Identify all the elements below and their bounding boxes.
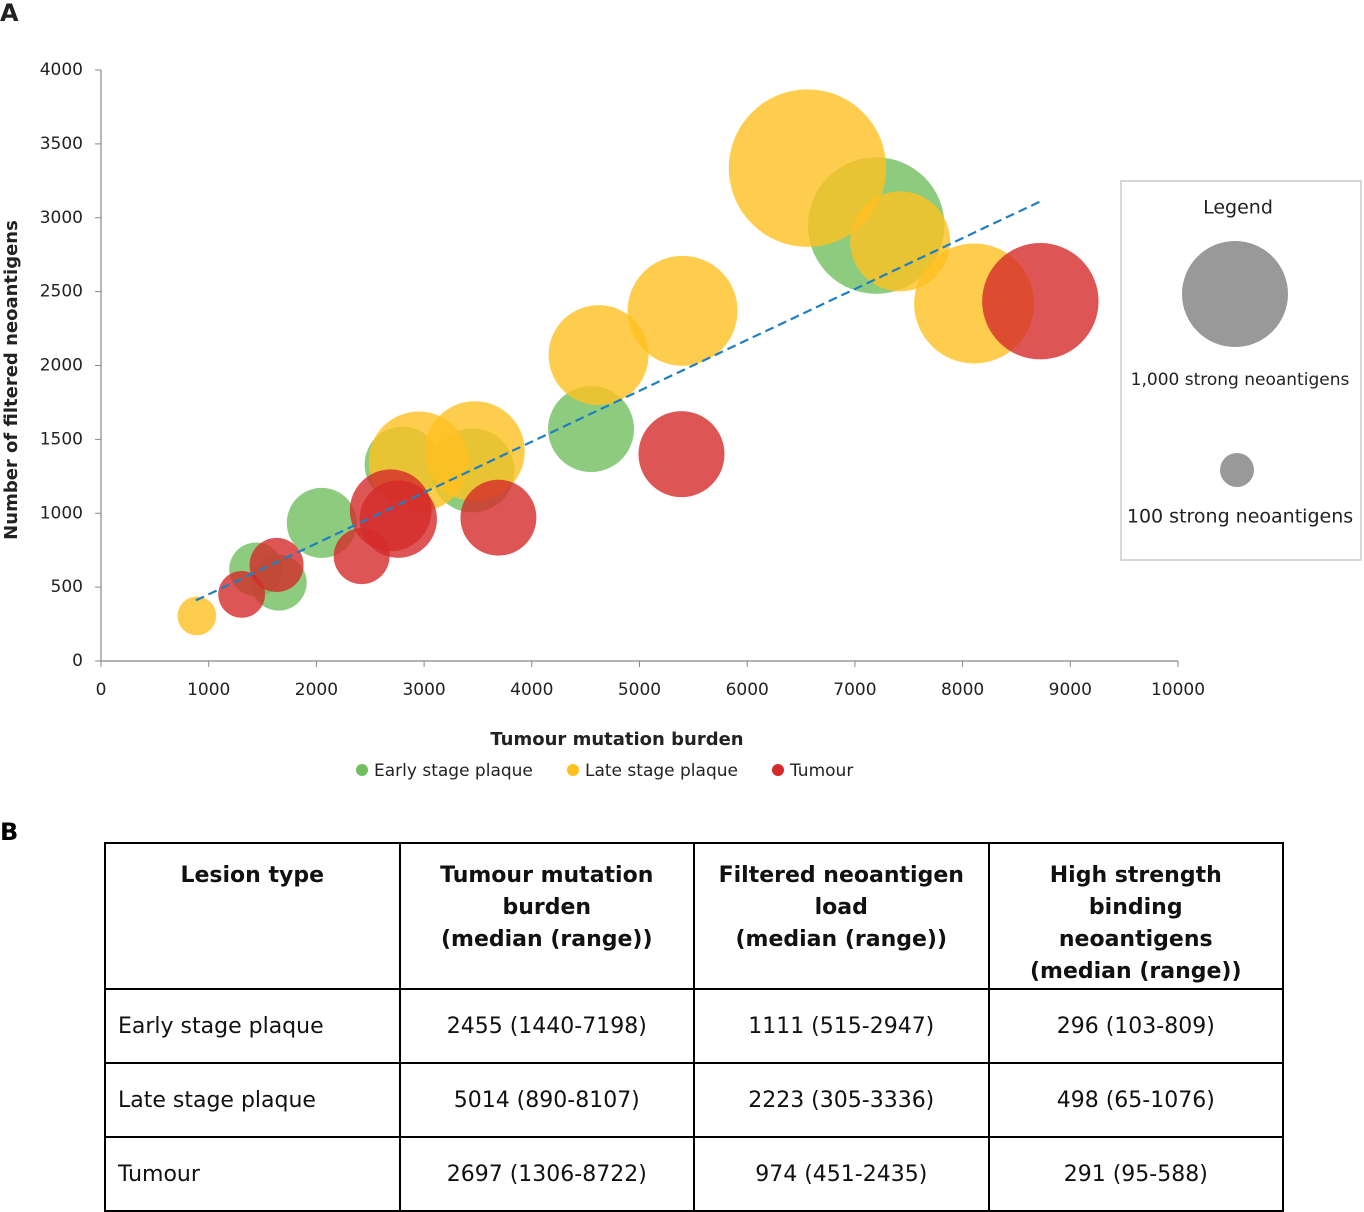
x-tick-label: 9000: [1049, 680, 1092, 700]
table-cell: 2455 (1440-7198): [398, 988, 695, 1064]
table-row: Tumour 2697 (1306-8722) 974 (451-2435) 291 …: [104, 1136, 1284, 1212]
y-tick-label: 500: [51, 577, 83, 597]
bubble: [982, 243, 1099, 360]
header-cell: Lesion type: [104, 842, 401, 990]
size-legend-circle: [1182, 241, 1288, 347]
bubble: [424, 401, 525, 502]
x-tick-label: 4000: [510, 680, 553, 700]
table-cell: Early stage plaque: [104, 988, 401, 1064]
chart: A Tumour mutation burden Number of filte…: [0, 0, 1362, 781]
bubble: [548, 305, 649, 406]
x-tick-label: 7000: [833, 680, 876, 700]
header-line: Lesion type: [180, 863, 325, 888]
bubble: [460, 479, 537, 556]
bubble: [638, 411, 725, 498]
bubble: [728, 89, 887, 247]
header-cell: Filtered neoantigen load (median (range)): [693, 842, 990, 990]
header-cell: High strength binding neoantigens (median …: [987, 842, 1284, 990]
legend-marker: [772, 764, 784, 776]
x-tick-label: 5000: [618, 680, 661, 700]
y-tick-label: 4000: [40, 60, 83, 80]
x-tick-label: 2000: [295, 680, 338, 700]
panel-label: A: [0, 0, 19, 27]
table-cell: Late stage plaque: [104, 1062, 401, 1138]
header-row: Lesion type Tumour mutation burden (median …: [104, 842, 1284, 990]
x-tick-label: 0: [96, 680, 107, 700]
legend-label: Late stage plaque: [585, 761, 738, 781]
x-tick-label: 10000: [1151, 680, 1205, 700]
x-tick-label: 1000: [187, 680, 230, 700]
header-line: Filtered neoantigen load: [718, 863, 964, 920]
panel-label: B: [0, 818, 19, 846]
bubble: [249, 537, 304, 593]
legend-label: Tumour: [789, 761, 853, 781]
table-cell: 5014 (890-8107): [398, 1062, 695, 1138]
table-cell: 1111 (515-2947): [693, 988, 990, 1064]
table-cell: 291 (95-588): [987, 1136, 1284, 1212]
bubble: [548, 386, 635, 473]
size-legend-circle: [1220, 453, 1254, 487]
header-line: Tumour mutation: [440, 863, 654, 888]
bubble: [627, 255, 738, 366]
legend-marker: [356, 764, 368, 776]
size-legend-label: 100 strong neoantigens: [1127, 506, 1353, 528]
size-legend-title: Legend: [1203, 197, 1273, 219]
header-line: burden: [502, 895, 592, 920]
table-cell: 2697 (1306-8722): [398, 1136, 695, 1212]
x-tick-label: 3000: [402, 680, 445, 700]
table-cell: 498 (65-1076): [987, 1062, 1284, 1138]
table-cell: 974 (451-2435): [693, 1136, 990, 1212]
legend-label: Early stage plaque: [374, 761, 533, 781]
table-cell: 2223 (305-3336): [693, 1062, 990, 1138]
size-legend-label: 1,000 strong neoantigens: [1131, 370, 1350, 390]
table-cell: Tumour: [104, 1136, 401, 1212]
x-axis-title: Tumour mutation burden: [490, 729, 743, 750]
header-line: neoantigens: [1058, 927, 1213, 952]
y-tick-label: 3000: [40, 208, 83, 228]
y-tick-label: 1500: [40, 429, 83, 449]
y-tick-label: 1000: [40, 503, 83, 523]
table-row: Late stage plaque 5014 (890-8107) 2223 (30…: [104, 1062, 1284, 1138]
table-cell: 296 (103-809): [987, 988, 1284, 1064]
y-axis-title: Number of filtered neoantigens: [1, 220, 22, 540]
x-tick-label: 6000: [726, 680, 769, 700]
y-tick-label: 0: [72, 651, 83, 671]
header-line: (median (range)): [440, 927, 653, 952]
header-line: (median (range)): [735, 927, 948, 952]
bubble: [850, 191, 951, 292]
y-tick-label: 2000: [40, 356, 83, 376]
header-line: High strength binding: [1049, 863, 1222, 920]
header-line: (median (range)): [1029, 959, 1242, 984]
bubble: [177, 596, 217, 636]
legend-marker: [567, 764, 579, 776]
header-cell: Tumour mutation burden (median (range)): [398, 842, 695, 990]
table: Lesion type Tumour mutation burden (median …: [104, 842, 1284, 1212]
bubble: [218, 570, 266, 618]
x-tick-label: 8000: [941, 680, 984, 700]
bubble: [359, 480, 437, 558]
y-tick-label: 3500: [40, 134, 83, 154]
y-tick-label: 2500: [40, 282, 83, 302]
trendline: [195, 200, 1041, 602]
table-row: Early stage plaque 2455 (1440-7198) 1111 (…: [104, 988, 1284, 1064]
